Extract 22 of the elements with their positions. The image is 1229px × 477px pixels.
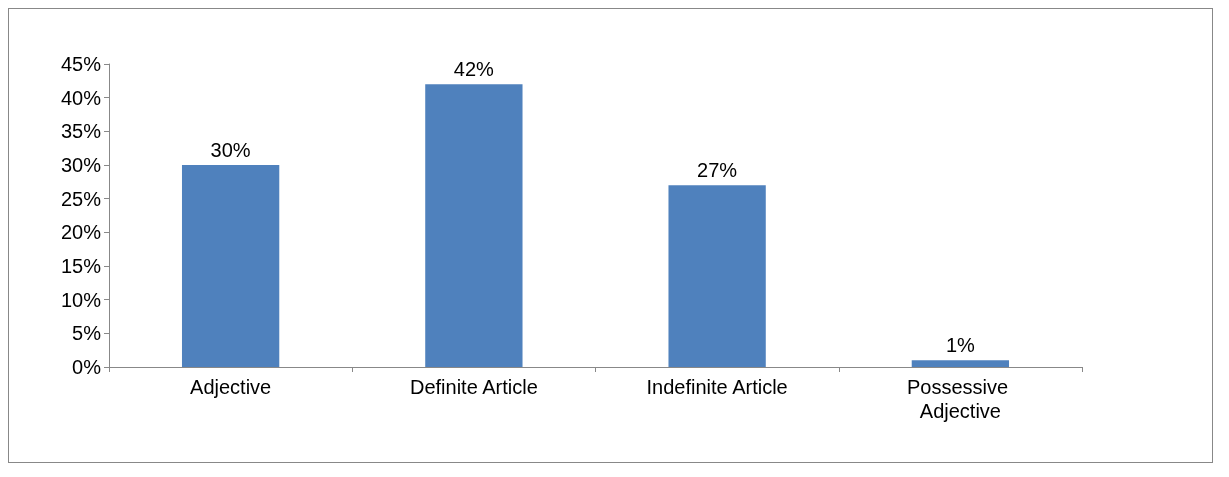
bar: [181, 165, 280, 367]
y-tick-label: 0%: [72, 356, 102, 378]
y-tick-label: 20%: [60, 221, 102, 244]
y-tick-label: 45%: [60, 53, 102, 75]
y-tick-label: 15%: [60, 255, 102, 277]
bar: [911, 360, 1010, 367]
bar: [425, 84, 523, 367]
bar: [668, 185, 766, 367]
y-tick-label: 10%: [60, 288, 102, 311]
y-tick-label: 30%: [60, 154, 102, 176]
data-label: 1%: [945, 334, 976, 357]
data-label: 30%: [210, 139, 251, 161]
y-tick-label: 25%: [60, 187, 102, 210]
x-tick-label: Possessive Adjective: [907, 376, 1014, 422]
x-tick-label: Adjective: [190, 376, 272, 398]
y-tick-label: 5%: [72, 322, 102, 345]
x-tick-label: Indefinite Article: [646, 376, 788, 398]
y-tick-label: 35%: [60, 120, 102, 143]
x-tick-label: Definite Article: [409, 376, 538, 398]
y-tick-label: 40%: [60, 86, 102, 109]
data-label: 42%: [453, 58, 495, 81]
data-label: 27%: [697, 159, 738, 182]
